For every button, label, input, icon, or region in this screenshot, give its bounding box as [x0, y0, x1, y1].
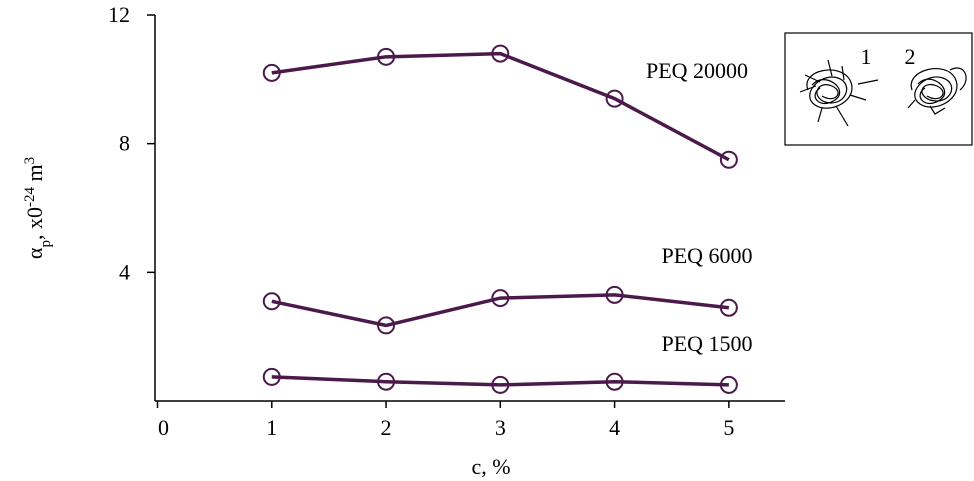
x-tick-label: 4	[609, 415, 620, 440]
x-tick-label: 2	[381, 415, 392, 440]
y-axis-title: αp, x0-24 m3	[22, 157, 54, 259]
series-label: PEQ 1500	[661, 331, 752, 356]
y-axis-title-part: 3	[22, 157, 38, 165]
y-tick-label: 4	[119, 259, 130, 284]
x-tick-label: 1	[266, 415, 277, 440]
y-tick-label: 8	[119, 131, 130, 156]
y-axis-title-part: α	[22, 247, 47, 259]
series-label: PEQ 6000	[661, 243, 752, 268]
series-line	[272, 295, 729, 326]
inset-label: 2	[905, 44, 916, 69]
inset-label: 1	[861, 44, 872, 69]
chart: c, % αp, x0-24 m3 4812012345PEQ 20000PEQ…	[0, 0, 974, 481]
x-tick-label: 3	[495, 415, 506, 440]
inset	[785, 33, 972, 145]
x-tick-label: 5	[723, 415, 734, 440]
series-line	[272, 377, 729, 385]
x-tick-label: 0	[158, 415, 169, 440]
y-axis-title-part: , x0	[22, 207, 47, 240]
y-axis-title-part: m	[22, 164, 47, 187]
y-axis-title-part: -24	[22, 187, 38, 207]
series-label: PEQ 20000	[646, 58, 748, 83]
y-axis-title-part: p	[38, 240, 54, 248]
y-tick-label: 12	[108, 2, 130, 27]
x-axis-title: c, %	[471, 454, 510, 479]
